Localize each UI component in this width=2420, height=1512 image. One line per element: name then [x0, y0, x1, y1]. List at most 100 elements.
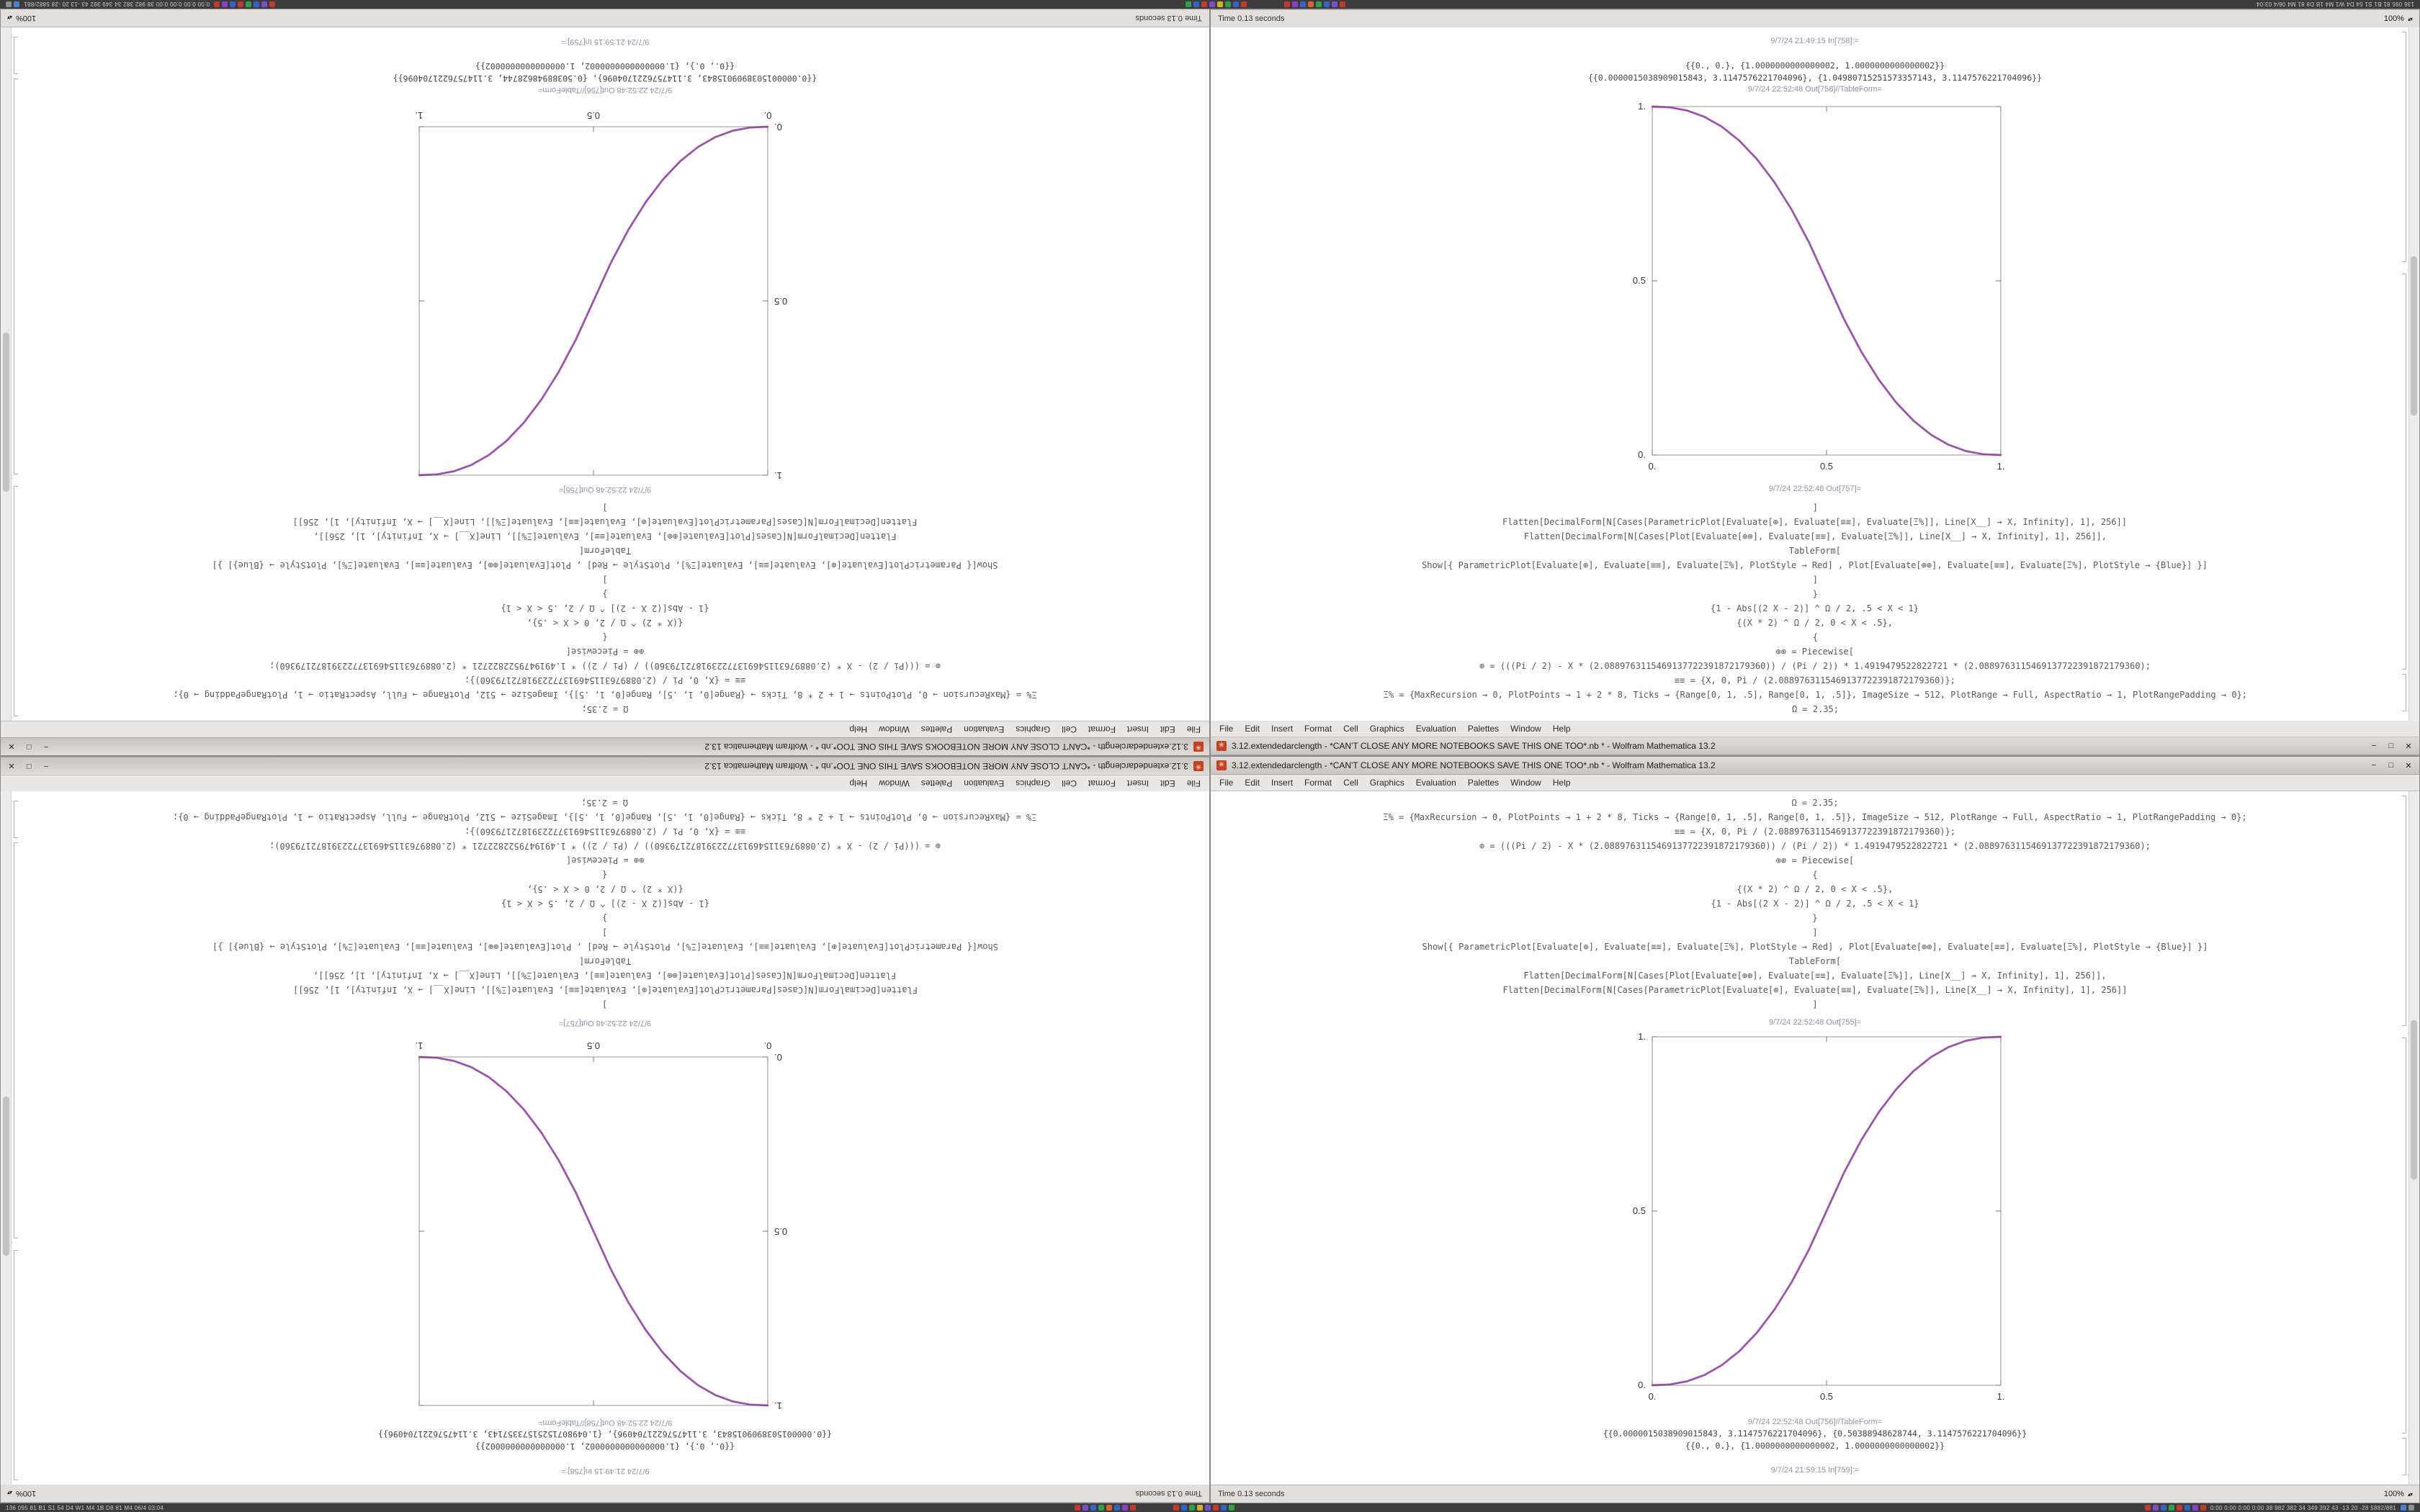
tray-icon[interactable] [1220, 1505, 1227, 1511]
input-code-line[interactable]: ⊕ = (((Pi / 2) - X * (2.0889763115469137… [1479, 661, 2151, 671]
input-code-line[interactable]: TableForm[ [578, 956, 632, 966]
window-titlebar[interactable]: ✳ 3.12.extendedarclength - *CAN'T CLOSE … [1211, 737, 2419, 755]
menu-evaluation[interactable]: Evaluation [1415, 724, 1456, 734]
scrollbar-thumb[interactable] [3, 332, 9, 492]
input-code-line[interactable]: ⊕ = (((Pi / 2) - X * (2.0889763115469137… [269, 841, 941, 851]
tray-icon[interactable] [1332, 1, 1338, 7]
input-code-line[interactable]: ≡≡ = {X, 0, Pi / (2.08897631154691377223… [1674, 675, 1956, 685]
input-code-line[interactable]: {(X * 2) ^ Ω / 2, 0 < X < .5}, [526, 884, 684, 894]
tray-icon[interactable] [1212, 1505, 1219, 1511]
menu-help[interactable]: Help [1552, 778, 1571, 788]
input-code-line[interactable]: Show[{ ParametricPlot[Evaluate[⊕], Evalu… [1422, 560, 2208, 570]
menu-palettes[interactable]: Palettes [1467, 724, 1500, 734]
menu-edit[interactable]: Edit [1245, 724, 1260, 734]
menu-format[interactable]: Format [1304, 778, 1332, 788]
tray-icon[interactable] [1180, 1505, 1187, 1511]
input-code-line[interactable]: Ω = 2.35; [581, 704, 629, 714]
menu-help[interactable]: Help [1552, 724, 1571, 734]
tray-icon[interactable] [2192, 1505, 2198, 1511]
input-code-line[interactable]: ⊕⊕ = Piecewise[ [1775, 647, 1855, 657]
input-code-line[interactable]: ] [1812, 927, 1818, 937]
input-code-line[interactable]: {(X * 2) ^ Ω / 2, 0 < X < .5}, [1736, 884, 1894, 894]
window-titlebar[interactable]: ✳ 3.12.extendedarclength - *CAN'T CLOSE … [1, 737, 1209, 755]
vertical-scrollbar[interactable] [1, 27, 12, 721]
input-code-line[interactable]: ≡≡ = {X, 0, Pi / (2.08897631154691377223… [464, 675, 746, 685]
close-button[interactable]: ✕ [8, 761, 15, 770]
tray-icon[interactable] [238, 1, 244, 7]
scrollbar-thumb[interactable] [2411, 1020, 2417, 1180]
vertical-scrollbar[interactable] [1, 791, 12, 1485]
scrollbar-thumb[interactable] [3, 1096, 9, 1256]
tray-icon[interactable] [13, 1, 19, 7]
tray-icon[interactable] [1074, 1505, 1080, 1511]
menu-file[interactable]: File [1186, 778, 1201, 788]
tray-icon[interactable] [1129, 1505, 1136, 1511]
input-code-line[interactable]: Flatten[DecimalForm[N[Cases[Plot[Evaluat… [1523, 971, 2107, 981]
menu-insert[interactable]: Insert [1271, 724, 1294, 734]
minimize-button[interactable]: − [2371, 741, 2377, 750]
menu-format[interactable]: Format [1088, 724, 1116, 734]
tray-icon[interactable] [222, 1, 228, 7]
menu-graphics[interactable]: Graphics [1369, 778, 1404, 788]
menu-cell[interactable]: Cell [1062, 778, 1077, 788]
input-code-line[interactable]: } [1812, 913, 1818, 923]
zoom-control[interactable]: 100% ▴▾ [2384, 1490, 2413, 1498]
maximize-button[interactable]: □ [2388, 760, 2394, 770]
menu-edit[interactable]: Edit [1160, 724, 1175, 734]
notebook-content[interactable]: Ω = 2.35; Ξ% = {MaxRecursion → 0, PlotPoi… [1, 27, 1209, 721]
tray-icon[interactable] [1188, 1505, 1195, 1511]
tray-icon[interactable] [214, 1, 220, 7]
taskbar-top[interactable]: 136 095 81 B1 S1 54 D4 W1 M4 1B D8 81 M4… [0, 0, 2420, 9]
tray-icon[interactable] [1228, 1505, 1234, 1511]
scrollbar-thumb[interactable] [2411, 256, 2417, 416]
notebook-content[interactable]: Ω = 2.35; Ξ% = {MaxRecursion → 0, PlotPoi… [1, 791, 1209, 1485]
menu-file[interactable]: File [1219, 724, 1234, 734]
tray-icon[interactable] [254, 1, 260, 7]
tray-icon[interactable] [1241, 1, 1247, 7]
input-code-line[interactable]: Ξ% = {MaxRecursion → 0, PlotPoints → 1 +… [1383, 812, 2247, 822]
tray-icon[interactable] [1233, 1, 1240, 7]
input-code-line[interactable]: Flatten[DecimalForm[N[Cases[ParametricPl… [1502, 985, 2128, 995]
tray-icon[interactable] [2176, 1505, 2182, 1511]
tray-icon[interactable] [1300, 1, 1307, 7]
menu-cell[interactable]: Cell [1343, 724, 1358, 734]
tray-icon[interactable] [2168, 1505, 2174, 1511]
tray-icon[interactable] [2160, 1505, 2166, 1511]
input-code-line[interactable]: { [1812, 632, 1818, 642]
tray-icon[interactable] [2408, 1505, 2415, 1511]
zoom-arrows-icon[interactable]: ▴▾ [2407, 1490, 2413, 1498]
menu-edit[interactable]: Edit [1245, 778, 1260, 788]
minimize-button[interactable]: − [2371, 760, 2377, 770]
input-code-line[interactable]: { [602, 870, 608, 880]
tray-icon[interactable] [2184, 1505, 2190, 1511]
maximize-button[interactable]: □ [26, 762, 32, 771]
tray-icon[interactable] [2152, 1505, 2159, 1511]
vertical-scrollbar[interactable] [2408, 791, 2419, 1485]
input-code-line[interactable]: ≡≡ = {X, 0, Pi / (2.08897631154691377223… [464, 827, 746, 837]
input-code-line[interactable]: Show[{ ParametricPlot[Evaluate[⊕], Evalu… [212, 942, 998, 952]
menu-evaluation[interactable]: Evaluation [1415, 778, 1456, 788]
tray-icon[interactable] [1225, 1, 1232, 7]
input-code-line[interactable]: ] [1812, 999, 1818, 1009]
menu-insert[interactable]: Insert [1271, 778, 1294, 788]
vertical-scrollbar[interactable] [2408, 27, 2419, 721]
menu-graphics[interactable]: Graphics [1016, 778, 1051, 788]
close-button[interactable]: ✕ [2405, 742, 2412, 751]
tray-icon[interactable] [1121, 1505, 1128, 1511]
input-code-line[interactable]: ⊕ = (((Pi / 2) - X * (2.0889763115469137… [1479, 841, 2151, 851]
window-titlebar[interactable]: ✳ 3.12.extendedarclength - *CAN'T CLOSE … [1211, 757, 2419, 775]
input-code-line[interactable]: Ω = 2.35; [1791, 798, 1839, 808]
tray-icon[interactable] [2144, 1505, 2151, 1511]
tray-icon[interactable] [1186, 1, 1192, 7]
tray-icon[interactable] [2401, 1505, 2407, 1511]
menu-file[interactable]: File [1219, 778, 1234, 788]
input-code-line[interactable]: Ω = 2.35; [581, 798, 629, 808]
menu-file[interactable]: File [1186, 724, 1201, 734]
tray-icon[interactable] [246, 1, 252, 7]
menu-insert[interactable]: Insert [1126, 724, 1149, 734]
input-code-line[interactable]: {(X * 2) ^ Ω / 2, 0 < X < .5}, [1736, 618, 1894, 628]
input-code-line[interactable]: TableForm[ [1788, 956, 1842, 966]
input-code-line[interactable]: ⊕⊕ = Piecewise[ [1775, 855, 1855, 865]
input-code-line[interactable]: ⊕⊕ = Piecewise[ [565, 647, 645, 657]
menu-palettes[interactable]: Palettes [920, 778, 953, 788]
